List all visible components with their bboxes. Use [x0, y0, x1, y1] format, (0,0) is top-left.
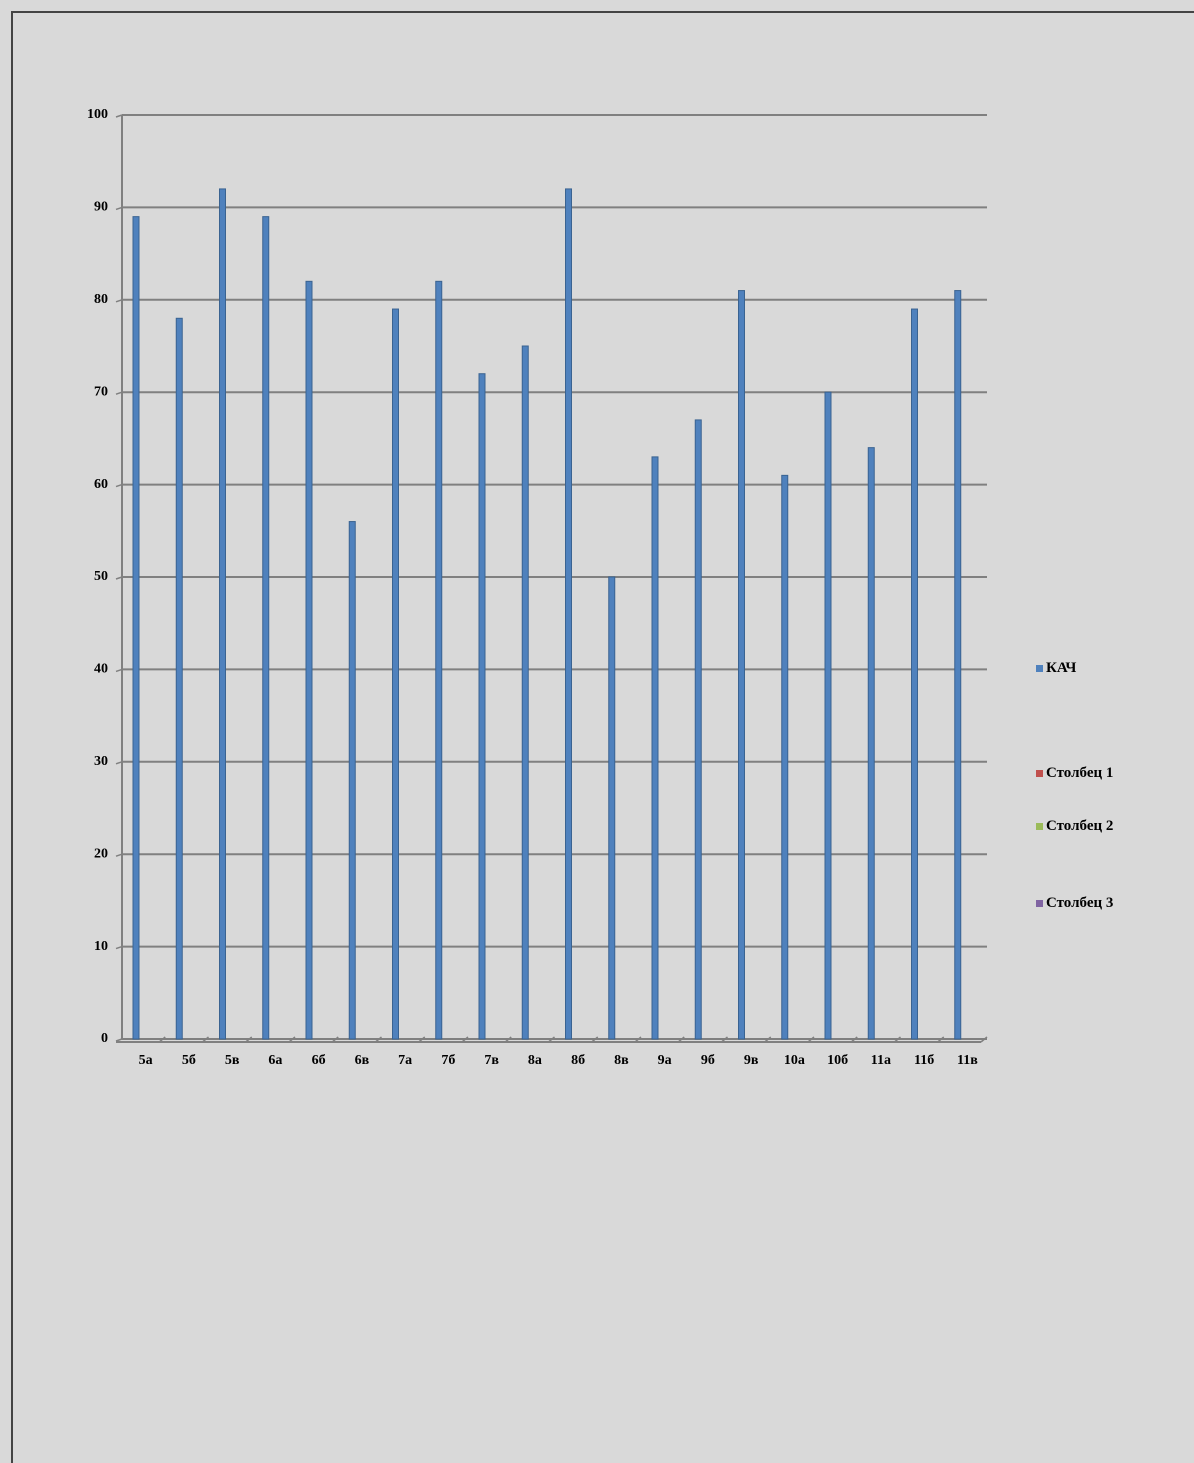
bar [435, 280, 443, 1040]
x-tick [375, 1036, 382, 1043]
x-tick [850, 1036, 858, 1043]
x-tick [721, 1036, 728, 1043]
x-tick-label: 8б [571, 1053, 585, 1068]
x-tick-label: 7б [441, 1053, 455, 1068]
y-tick-label: 0 [101, 1031, 108, 1046]
bar [305, 280, 313, 1040]
x-tick [288, 1036, 296, 1043]
x-tick [418, 1036, 426, 1043]
bar [651, 456, 659, 1040]
bar [348, 521, 356, 1040]
legend-item: Столбец 3 [1036, 895, 1116, 911]
x-tick-label: 9б [701, 1053, 715, 1068]
x-tick-label: 11в [957, 1053, 978, 1068]
bar [824, 391, 832, 1040]
x-tick-label: 5а [139, 1053, 153, 1068]
x-tick-label: 9а [658, 1053, 672, 1068]
x-tick [202, 1036, 209, 1043]
x-tick-label: 6а [268, 1053, 282, 1068]
y-tick-label: 70 [94, 384, 108, 399]
bar [694, 419, 702, 1040]
y-tick-label: 20 [94, 846, 108, 861]
x-tick [331, 1036, 339, 1043]
bar [781, 474, 789, 1040]
y-tick-label: 50 [94, 569, 108, 584]
x-tick [548, 1036, 555, 1043]
bar [392, 308, 399, 1040]
x-tick-label: 11а [871, 1053, 891, 1068]
x-tick [894, 1036, 901, 1043]
x-tick [937, 1036, 945, 1043]
bar [954, 290, 962, 1040]
x-tick-label: 8а [528, 1053, 542, 1068]
x-tick [591, 1036, 599, 1043]
y-tick-label: 30 [94, 754, 108, 769]
x-tick-label: 6в [355, 1053, 370, 1068]
x-tick [807, 1036, 815, 1043]
legend-label: Столбец 1 [1046, 765, 1114, 781]
x-tick [677, 1036, 685, 1043]
bar [132, 216, 140, 1040]
legend-item: КАЧ [1036, 660, 1116, 676]
x-tick [980, 1036, 988, 1043]
bar [738, 290, 745, 1040]
x-tick [461, 1036, 469, 1043]
bar [521, 345, 529, 1040]
x-tick [634, 1036, 642, 1043]
y-tick-label: 80 [94, 292, 108, 307]
x-tick-label: 7в [484, 1053, 499, 1068]
bar [911, 308, 918, 1040]
bar [175, 317, 183, 1040]
bar [219, 188, 226, 1040]
legend-swatch [1036, 770, 1043, 777]
x-tick-label: 6б [312, 1053, 326, 1068]
legend-swatch [1036, 665, 1043, 672]
legend-swatch [1036, 900, 1043, 907]
y-tick-label: 10 [94, 939, 108, 954]
y-tick-label: 40 [94, 662, 108, 677]
bar [867, 447, 875, 1040]
legend-label: Столбец 3 [1046, 895, 1114, 911]
x-tick-label: 7а [398, 1053, 412, 1068]
legend-item: Столбец 1 [1036, 765, 1116, 781]
x-tick-label: 5б [182, 1053, 196, 1068]
x-tick-label: 9в [744, 1053, 759, 1068]
x-tick [504, 1036, 512, 1043]
x-tick-label: 8в [614, 1053, 629, 1068]
x-tick [158, 1036, 166, 1043]
x-tick [764, 1036, 772, 1043]
legend-item: Столбец 2 [1036, 818, 1116, 834]
x-tick [245, 1036, 253, 1043]
bar [262, 216, 270, 1040]
y-tick-label: 100 [87, 107, 108, 122]
bar [565, 188, 572, 1040]
x-tick-label: 10б [827, 1053, 848, 1068]
frame [11, 11, 1194, 1463]
y-tick-label: 60 [94, 477, 108, 492]
legend-swatch [1036, 823, 1043, 830]
bar [608, 576, 616, 1040]
x-tick-label: 11б [914, 1053, 934, 1068]
x-tick-label: 10а [784, 1053, 805, 1068]
legend-label: Столбец 2 [1046, 818, 1114, 834]
y-tick-label: 90 [94, 200, 108, 215]
x-tick-label: 5в [225, 1053, 240, 1068]
bar [478, 373, 486, 1040]
tick-mark [115, 1038, 123, 1042]
legend-label: КАЧ [1046, 660, 1077, 676]
